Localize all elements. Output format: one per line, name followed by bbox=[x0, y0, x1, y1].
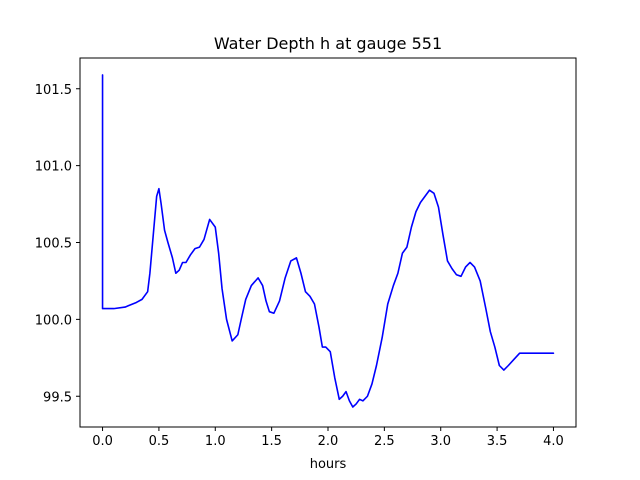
ticks-layer: 0.0 0.5 1.0 1.5 2.0 2.5 3.0 3.5 4.0 99.5 100.0 100.… bbox=[35, 83, 564, 449]
y-tick-label: 99.5 bbox=[43, 390, 72, 405]
x-tick-label: 2.0 bbox=[318, 434, 339, 449]
axes-frame bbox=[79, 57, 577, 428]
x-tick-label: 0.5 bbox=[149, 434, 170, 449]
x-tick-label: 3.5 bbox=[487, 434, 508, 449]
y-tick-label: 101.0 bbox=[35, 160, 72, 175]
plot-layer bbox=[101, 74, 555, 408]
x-tick-label: 2.5 bbox=[374, 434, 395, 449]
chart-title: Water Depth h at gauge 551 bbox=[214, 34, 442, 53]
x-tick-label: 0.0 bbox=[92, 434, 113, 449]
x-tick-label: 4.0 bbox=[543, 434, 564, 449]
y-tick-label: 100.0 bbox=[35, 313, 72, 328]
x-axis-label: hours bbox=[310, 457, 347, 472]
x-tick-label: 1.0 bbox=[205, 434, 226, 449]
x-tick-label: 1.5 bbox=[261, 434, 282, 449]
series-line-h bbox=[101, 74, 555, 408]
y-tick-label: 101.5 bbox=[35, 83, 72, 98]
x-tick-label: 3.0 bbox=[430, 434, 451, 449]
y-tick-label: 100.5 bbox=[35, 237, 72, 252]
